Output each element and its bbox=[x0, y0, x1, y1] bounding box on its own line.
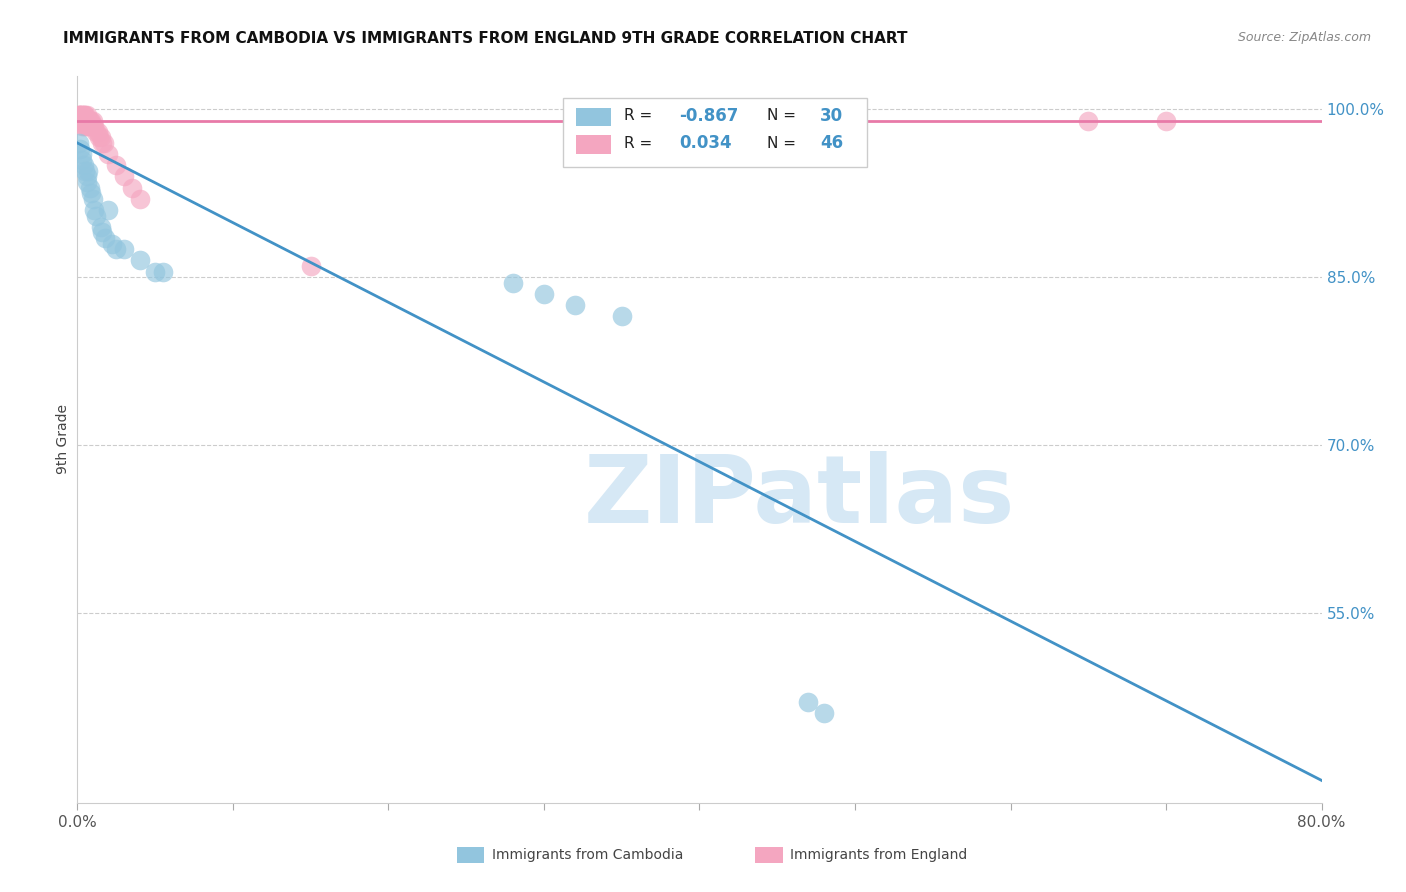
Text: ZIPatlas: ZIPatlas bbox=[583, 451, 1015, 543]
Point bbox=[79, 180, 101, 194]
Point bbox=[82, 119, 104, 133]
Point bbox=[77, 113, 100, 128]
Point bbox=[87, 130, 110, 145]
Point bbox=[77, 164, 100, 178]
Text: 0.034: 0.034 bbox=[679, 135, 733, 153]
Point bbox=[128, 253, 150, 268]
Point bbox=[84, 125, 107, 139]
Point bbox=[69, 108, 91, 122]
Point bbox=[91, 226, 114, 240]
Point bbox=[91, 136, 114, 150]
Point bbox=[813, 706, 835, 721]
Point bbox=[90, 219, 112, 234]
Point bbox=[143, 264, 166, 278]
Point bbox=[90, 130, 112, 145]
Text: Source: ZipAtlas.com: Source: ZipAtlas.com bbox=[1237, 31, 1371, 45]
Point bbox=[80, 113, 103, 128]
Point bbox=[82, 113, 104, 128]
Point bbox=[94, 231, 117, 245]
Point bbox=[84, 209, 107, 223]
Point bbox=[610, 310, 633, 324]
Text: R =: R = bbox=[624, 136, 657, 151]
Point bbox=[72, 158, 94, 172]
Bar bbox=[576, 108, 612, 126]
Point bbox=[69, 108, 91, 122]
Point bbox=[72, 113, 94, 128]
Y-axis label: 9th Grade: 9th Grade bbox=[56, 404, 70, 475]
Point bbox=[100, 236, 122, 251]
Point bbox=[1077, 113, 1099, 128]
Text: N =: N = bbox=[766, 108, 800, 123]
Text: -0.867: -0.867 bbox=[679, 107, 740, 125]
Text: 30: 30 bbox=[820, 107, 844, 125]
Point bbox=[79, 119, 101, 133]
Point bbox=[76, 108, 98, 122]
Point bbox=[152, 264, 174, 278]
Text: IMMIGRANTS FROM CAMBODIA VS IMMIGRANTS FROM ENGLAND 9TH GRADE CORRELATION CHART: IMMIGRANTS FROM CAMBODIA VS IMMIGRANTS F… bbox=[63, 31, 908, 46]
Point bbox=[72, 108, 94, 122]
Point bbox=[105, 242, 128, 256]
Point bbox=[1154, 113, 1177, 128]
Point bbox=[76, 169, 98, 184]
Point bbox=[77, 119, 100, 133]
Point bbox=[79, 113, 101, 128]
Point bbox=[121, 180, 143, 194]
Point bbox=[93, 136, 115, 150]
Point bbox=[72, 113, 94, 128]
Point bbox=[75, 119, 97, 133]
Point bbox=[76, 113, 98, 128]
Text: Immigrants from Cambodia: Immigrants from Cambodia bbox=[492, 848, 683, 863]
Point bbox=[70, 147, 93, 161]
Point bbox=[83, 119, 105, 133]
Point bbox=[82, 192, 104, 206]
Point bbox=[70, 119, 93, 133]
Point bbox=[564, 298, 586, 312]
Point bbox=[70, 113, 93, 128]
Point bbox=[67, 136, 90, 150]
Point bbox=[80, 119, 103, 133]
Point bbox=[86, 125, 108, 139]
Point bbox=[67, 113, 90, 128]
Point bbox=[76, 175, 98, 189]
Point bbox=[76, 119, 98, 133]
Bar bbox=[755, 847, 783, 863]
Point bbox=[75, 113, 97, 128]
Point bbox=[70, 108, 93, 122]
Text: Immigrants from England: Immigrants from England bbox=[790, 848, 967, 863]
Point bbox=[72, 108, 94, 122]
Point bbox=[70, 108, 93, 122]
Point bbox=[70, 113, 93, 128]
Point bbox=[76, 113, 98, 128]
Point bbox=[97, 147, 120, 161]
Point bbox=[67, 108, 90, 122]
Point bbox=[75, 164, 97, 178]
Point bbox=[83, 202, 105, 217]
Point bbox=[112, 242, 135, 256]
Text: R =: R = bbox=[624, 108, 657, 123]
Point bbox=[502, 276, 524, 290]
Point bbox=[105, 158, 128, 172]
Bar bbox=[457, 847, 484, 863]
Bar bbox=[576, 136, 612, 153]
Text: 46: 46 bbox=[820, 135, 844, 153]
Point bbox=[533, 287, 555, 301]
Point bbox=[80, 186, 103, 201]
Point bbox=[112, 169, 135, 184]
Point bbox=[70, 153, 93, 167]
Point bbox=[75, 108, 97, 122]
Point bbox=[67, 108, 90, 122]
Point bbox=[69, 113, 91, 128]
FancyBboxPatch shape bbox=[562, 97, 868, 167]
Point bbox=[299, 259, 322, 273]
Text: N =: N = bbox=[766, 136, 800, 151]
Point bbox=[72, 119, 94, 133]
Point bbox=[69, 141, 91, 155]
Point bbox=[97, 202, 120, 217]
Point bbox=[128, 192, 150, 206]
Point bbox=[797, 695, 820, 709]
